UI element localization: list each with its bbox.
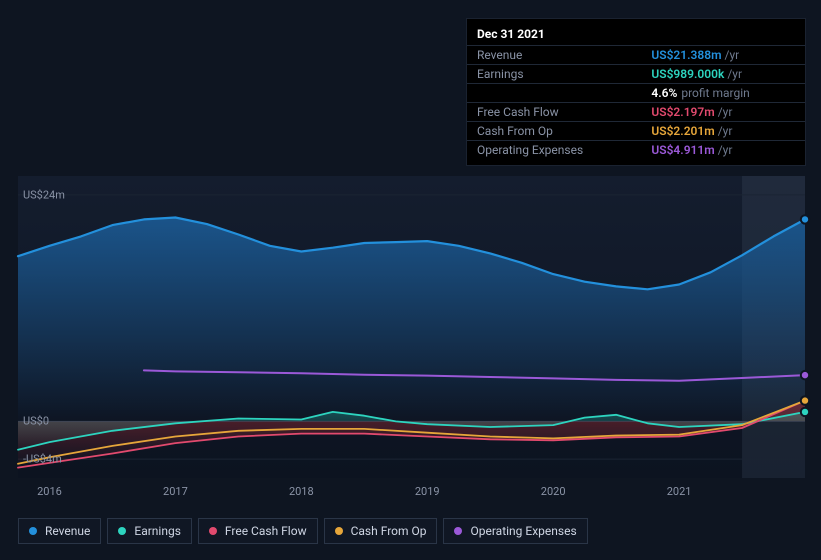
tooltip-row-value: US$2.201m/yr	[641, 122, 805, 141]
tooltip-row-label: Operating Expenses	[467, 141, 641, 160]
x-axis-label: 2021	[667, 485, 692, 498]
tooltip-row: Free Cash FlowUS$2.197m/yr	[467, 103, 805, 122]
legend-label: Revenue	[45, 524, 90, 538]
tooltip-row-value: US$21.388m/yr	[641, 46, 805, 65]
y-axis-label: US$24m	[23, 188, 65, 201]
legend-dot-icon	[335, 527, 343, 535]
tooltip-row: 4.6%profit margin	[467, 84, 805, 103]
legend-item[interactable]: Free Cash Flow	[198, 518, 318, 544]
legend-label: Free Cash Flow	[225, 524, 307, 538]
y-axis-label: -US$4m	[23, 453, 62, 466]
tooltip-row-label: Revenue	[467, 46, 641, 65]
tooltip-row: RevenueUS$21.388m/yr	[467, 46, 805, 65]
tooltip-title: Dec 31 2021	[467, 25, 805, 45]
x-axis-label: 2018	[289, 485, 314, 498]
tooltip-row: Operating ExpensesUS$4.911m/yr	[467, 141, 805, 160]
tooltip-row-value: US$4.911m/yr	[641, 141, 805, 160]
legend-item[interactable]: Earnings	[107, 518, 192, 544]
tooltip-table: RevenueUS$21.388m/yrEarningsUS$989.000k/…	[467, 45, 805, 159]
tooltip-row: EarningsUS$989.000k/yr	[467, 65, 805, 84]
tooltip-row-label: Free Cash Flow	[467, 103, 641, 122]
legend-dot-icon	[454, 527, 462, 535]
legend-dot-icon	[29, 527, 37, 535]
tooltip-row-label: Earnings	[467, 65, 641, 84]
tooltip-row-label: Cash From Op	[467, 122, 641, 141]
x-axis-label: 2016	[37, 485, 62, 498]
tooltip-row-value: US$2.197m/yr	[641, 103, 805, 122]
x-axis-label: 2019	[415, 485, 440, 498]
legend-label: Operating Expenses	[470, 524, 576, 538]
legend-label: Cash From Op	[351, 524, 427, 538]
y-axis-label: US$0	[23, 415, 49, 428]
x-axis-label: 2020	[541, 485, 566, 498]
legend-item[interactable]: Revenue	[18, 518, 101, 544]
x-axis-label: 2017	[163, 485, 188, 498]
tooltip-row-value: US$989.000k/yr	[641, 65, 805, 84]
tooltip-row: Cash From OpUS$2.201m/yr	[467, 122, 805, 141]
legend-dot-icon	[118, 527, 126, 535]
data-tooltip: Dec 31 2021 RevenueUS$21.388m/yrEarnings…	[466, 18, 806, 166]
legend-item[interactable]: Operating Expenses	[443, 518, 587, 544]
legend: Revenue Earnings Free Cash Flow Cash From O…	[18, 518, 588, 544]
legend-dot-icon	[209, 527, 217, 535]
legend-item[interactable]: Cash From Op	[324, 518, 438, 544]
legend-label: Earnings	[134, 524, 181, 538]
